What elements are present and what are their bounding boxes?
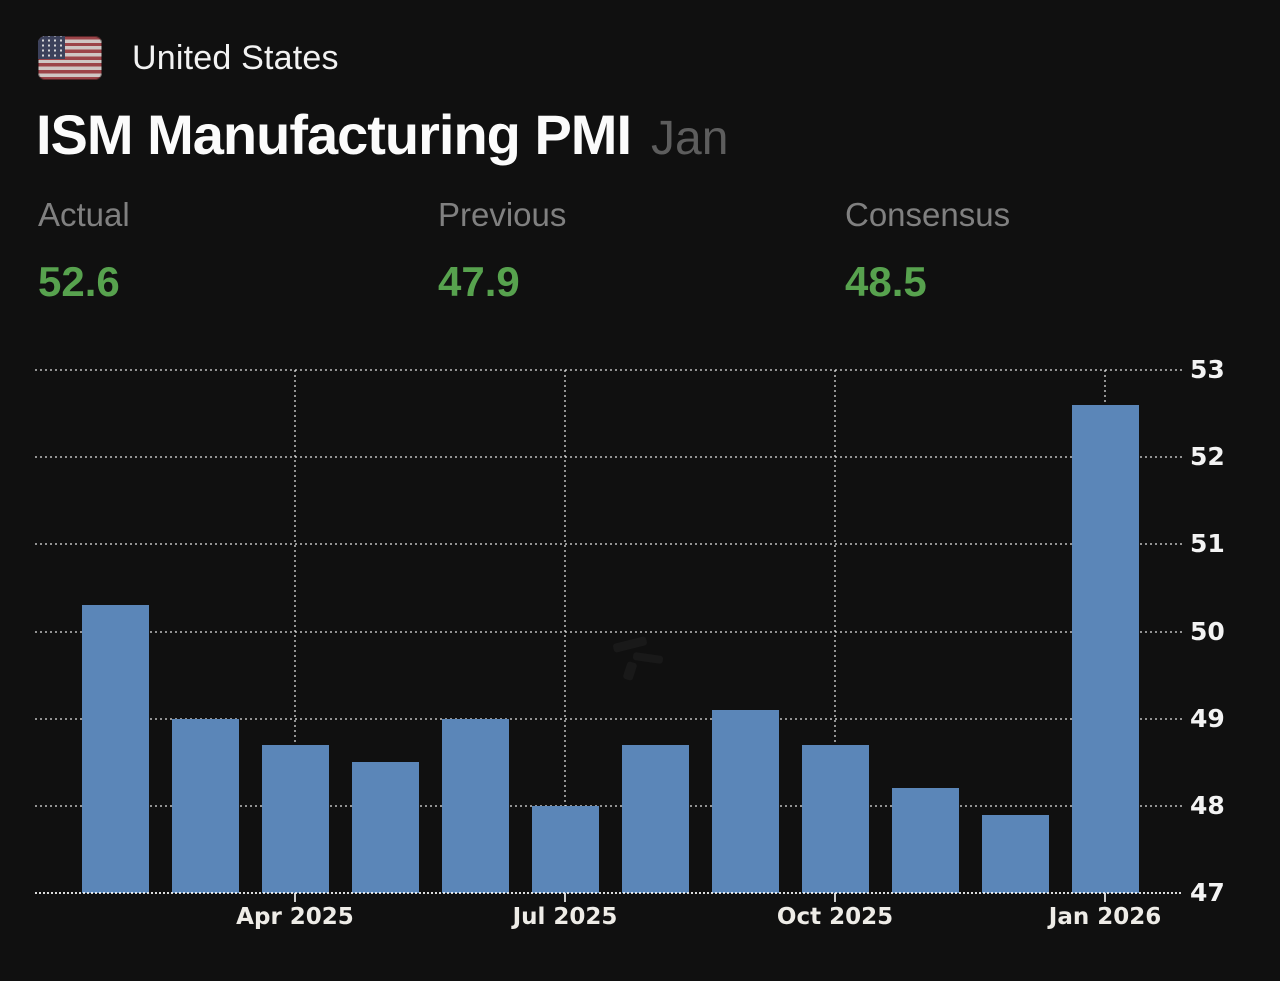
reference-period: Jan [651,112,729,165]
horizontal-gridline [35,630,1183,633]
chart-bar[interactable] [711,709,779,893]
chart-bar[interactable] [891,788,959,893]
flag-canton [38,36,65,59]
vertical-gridline [834,370,836,893]
x-axis-line [35,892,1183,894]
horizontal-gridline [35,543,1183,546]
chart-bar[interactable] [81,605,149,893]
chart-bar[interactable] [171,718,239,893]
x-axis-tick [564,893,566,902]
vertical-gridline [294,370,296,893]
stat-actual: Actual 52.6 [38,196,130,306]
title-row: ISM Manufacturing PMI Jan [36,102,1250,167]
y-axis-label: 48 [1190,790,1225,820]
y-axis-label: 49 [1190,703,1225,733]
chart-bar[interactable] [621,744,689,893]
horizontal-gridline [35,717,1183,720]
chart-bar[interactable] [531,805,599,893]
x-axis-label: Oct 2025 [776,904,894,930]
x-axis-label: Jul 2025 [512,904,618,930]
chart-bar[interactable] [261,744,329,893]
vertical-gridline [564,370,566,893]
horizontal-gridline [35,369,1183,371]
stat-consensus: Consensus 48.5 [845,196,1010,306]
stat-value: 52.6 [38,258,120,305]
x-axis-label: Apr 2025 [236,904,354,930]
chart-bar[interactable] [801,744,869,893]
x-axis-tick [294,893,296,902]
watermark-logo-icon [607,632,687,688]
y-axis-label: 51 [1190,529,1225,559]
indicator-title: ISM Manufacturing PMI [36,103,632,166]
stat-label: Previous [438,196,567,233]
x-axis-label: Jan 2026 [1048,904,1162,930]
y-axis-label: 53 [1190,355,1225,384]
x-axis-tick [1104,893,1106,902]
horizontal-gridline [35,804,1183,807]
y-axis-label: 52 [1190,442,1225,472]
chart-bar[interactable] [1071,404,1139,893]
chart-bar[interactable] [351,762,419,893]
stat-previous: Previous 47.9 [438,196,566,306]
stat-value: 48.5 [845,258,927,305]
stat-label: Consensus [845,196,1011,233]
stat-value: 47.9 [438,258,520,305]
chart-bar[interactable] [441,718,509,893]
pmi-bar-chart: 47 48 49 50 51 52 53 Apr 2025 Jul 2025 Oct 2025 Ja… [35,355,1245,930]
country-name: United States [132,38,339,77]
chart-bar[interactable] [981,814,1049,893]
x-axis-tick [834,893,836,902]
y-axis-label: 47 [1190,878,1225,907]
stat-label: Actual [38,196,130,233]
horizontal-gridline [35,456,1183,459]
us-flag-icon [38,36,102,80]
y-axis-label: 50 [1190,616,1225,646]
country-row: United States [38,36,339,80]
